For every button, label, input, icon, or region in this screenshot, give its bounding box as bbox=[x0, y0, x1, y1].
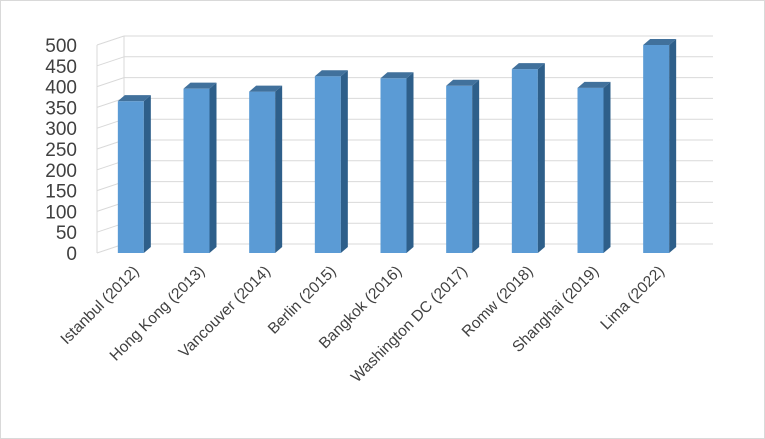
x-tick-label: Washington DC (2017) bbox=[348, 263, 471, 386]
bar-side bbox=[603, 81, 611, 254]
bar-top bbox=[117, 95, 151, 102]
y-tick-label: 250 bbox=[45, 140, 77, 161]
y-tick-label: 100 bbox=[45, 202, 77, 223]
grid-layer bbox=[96, 35, 713, 254]
gridline bbox=[96, 77, 713, 88]
bar-top bbox=[643, 39, 677, 45]
bar-front bbox=[380, 78, 407, 253]
bar-front bbox=[511, 69, 538, 254]
bar bbox=[643, 39, 677, 253]
bar-side bbox=[143, 95, 151, 253]
bar-side bbox=[669, 39, 677, 253]
bar-side bbox=[275, 85, 283, 253]
y-tick-label: 50 bbox=[56, 223, 77, 244]
bar bbox=[446, 79, 480, 253]
bar-top bbox=[577, 81, 611, 88]
bar bbox=[183, 82, 217, 254]
bar-top bbox=[511, 63, 545, 70]
bar-side bbox=[209, 82, 217, 254]
y-tick-label: 400 bbox=[45, 78, 77, 99]
bar-side bbox=[406, 72, 414, 253]
bar bbox=[117, 95, 151, 253]
bar-top bbox=[380, 72, 414, 79]
bar-top bbox=[314, 70, 348, 77]
bar-front bbox=[577, 87, 604, 254]
x-tick-label: Lima (2022) bbox=[597, 263, 668, 334]
bar-side bbox=[537, 63, 545, 254]
gridline bbox=[96, 35, 713, 46]
bar-front bbox=[446, 85, 473, 253]
bar bbox=[511, 63, 545, 254]
bar bbox=[577, 81, 611, 254]
bar-side bbox=[472, 79, 480, 253]
bars bbox=[117, 39, 677, 254]
bar-front bbox=[183, 88, 210, 254]
bar bbox=[249, 85, 283, 253]
y-tick-label: 450 bbox=[45, 57, 77, 78]
y-tick-label: 200 bbox=[45, 161, 77, 182]
bar-front bbox=[643, 45, 670, 253]
y-tick-label: 500 bbox=[45, 36, 77, 57]
y-tick-label: 300 bbox=[45, 119, 77, 140]
bar bbox=[314, 70, 348, 253]
bar-top bbox=[446, 79, 480, 86]
bar-front bbox=[314, 76, 341, 253]
bar-top bbox=[249, 85, 283, 92]
bar-front bbox=[249, 91, 276, 253]
bar-top bbox=[183, 82, 217, 89]
y-tick-label: 150 bbox=[45, 182, 77, 203]
y-tick-label: 350 bbox=[45, 98, 77, 119]
bar-side bbox=[340, 70, 348, 253]
bar-front bbox=[117, 101, 144, 253]
y-tick-label: 0 bbox=[66, 244, 77, 265]
x-axis-labels: Istanbul (2012)Hong Kong (2013)Vancouver… bbox=[58, 263, 668, 386]
gridline bbox=[96, 56, 713, 67]
bar bbox=[380, 72, 414, 253]
